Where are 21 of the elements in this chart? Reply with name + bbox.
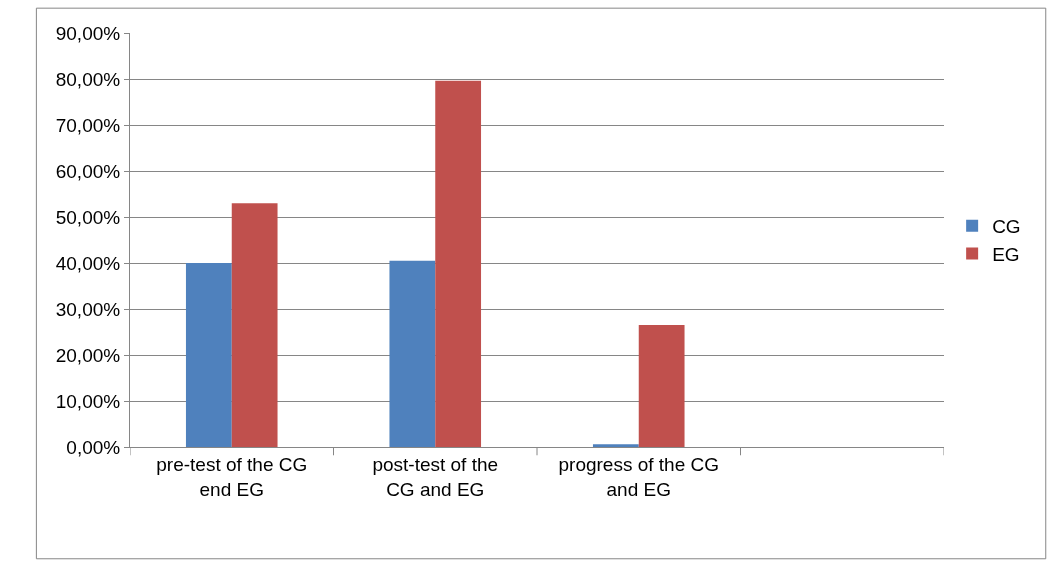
x-tick-label: post-test of the CG and EG xyxy=(372,453,499,500)
bar xyxy=(592,444,639,447)
y-tick-label: 30,00% xyxy=(55,298,121,320)
y-tick-label: 60,00% xyxy=(55,160,121,182)
y-tick-label: 0,00% xyxy=(66,436,121,458)
y-tick-label: 40,00% xyxy=(55,252,121,274)
y-tick-label: 10,00% xyxy=(55,390,121,412)
bar xyxy=(185,263,232,447)
y-tick-label: 70,00% xyxy=(55,114,121,136)
legend-label: EG xyxy=(992,243,1020,265)
y-tick-label: 20,00% xyxy=(55,344,121,366)
x-tick-label: pre-test of the CG end EG xyxy=(156,453,308,500)
y-tick-label: 50,00% xyxy=(55,206,121,228)
bar xyxy=(231,203,278,447)
y-tick-label: 90,00% xyxy=(55,22,121,44)
x-tick-label: progress of the CG and EG xyxy=(558,453,720,500)
bar xyxy=(435,80,482,447)
legend-label: CG xyxy=(992,216,1021,238)
y-tick-label: 80,00% xyxy=(55,68,121,90)
bar xyxy=(638,325,685,447)
bar xyxy=(389,260,436,447)
